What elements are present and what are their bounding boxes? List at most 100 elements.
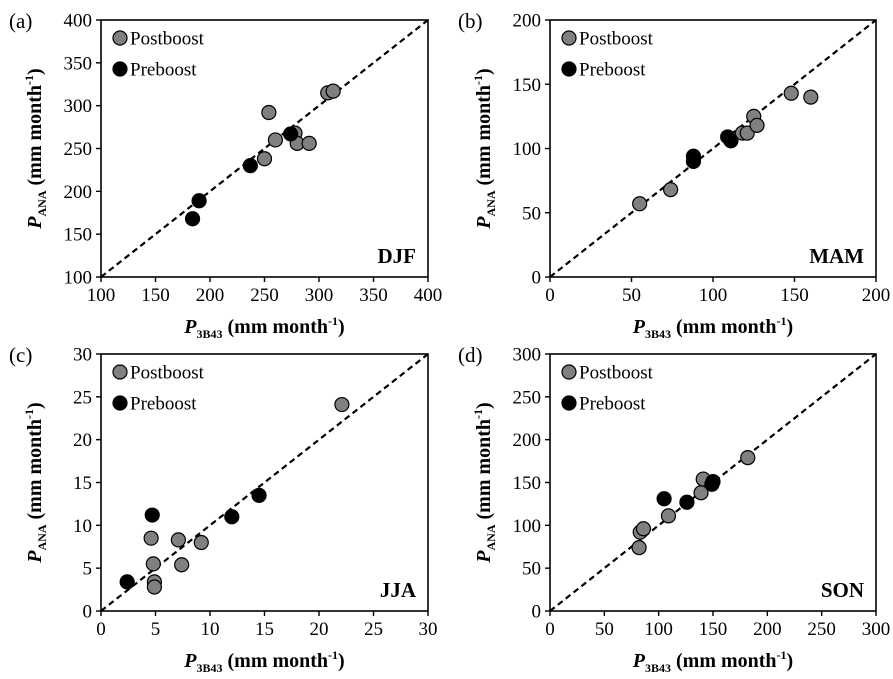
y-axis-label-unit: (mm month xyxy=(24,419,46,525)
data-point-postboost xyxy=(631,540,647,556)
x-axis-label-var: P xyxy=(632,650,646,672)
y-tick-label: 250 xyxy=(64,139,93,160)
x-axis-label-sub: 3B43 xyxy=(645,327,671,341)
x-axis-label-unit: (mm month xyxy=(223,650,329,672)
series-postboost xyxy=(143,396,350,595)
x-tick-label: 25 xyxy=(364,619,383,640)
panel-label: (c) xyxy=(9,343,32,367)
y-tick-label: 300 xyxy=(513,345,542,366)
x-tick-label: 5 xyxy=(151,619,161,640)
data-point-postboost xyxy=(301,135,317,151)
y-tick-label: 300 xyxy=(64,96,93,117)
series-preboost xyxy=(119,487,267,590)
data-point-postboost xyxy=(334,396,350,413)
panel-label: (a) xyxy=(9,9,32,33)
series-preboost xyxy=(656,474,721,510)
y-axis-label-unit: (mm month xyxy=(24,85,46,191)
data-point-preboost xyxy=(679,494,695,510)
x-tick-label: 150 xyxy=(141,285,170,306)
data-point-preboost xyxy=(144,507,160,523)
x-tick-label: 200 xyxy=(862,285,891,306)
data-point-preboost xyxy=(685,153,702,169)
x-tick-label: 0 xyxy=(545,619,555,640)
x-axis-label-var: P xyxy=(632,316,646,338)
x-axis-label-sub: 3B43 xyxy=(196,661,222,675)
x-axis-label-end: ) xyxy=(787,650,794,672)
x-tick-label: 100 xyxy=(699,285,728,306)
x-axis-label-sup: -1 xyxy=(328,314,338,328)
series-postboost xyxy=(632,85,819,212)
y-axis-label-unit: (mm month xyxy=(473,85,495,191)
x-tick-label: 250 xyxy=(807,619,836,640)
data-point-postboost xyxy=(803,89,819,105)
season-label: JJA xyxy=(380,578,417,602)
y-tick-label: 200 xyxy=(513,430,542,451)
x-axis-label-unit: (mm month xyxy=(671,650,777,672)
x-tick-label: 50 xyxy=(622,285,641,306)
y-tick-label: 200 xyxy=(64,182,93,203)
season-label: MAM xyxy=(809,244,864,268)
panel-label: (d) xyxy=(458,343,483,367)
y-tick-label: 5 xyxy=(83,559,93,580)
data-point-postboost xyxy=(174,557,190,573)
series-preboost xyxy=(184,126,299,227)
x-axis-label: P3B43 (mm month-1) xyxy=(183,648,344,675)
series-postboost xyxy=(631,450,756,556)
x-axis-label-end: ) xyxy=(338,650,345,672)
x-tick-label: 400 xyxy=(414,285,443,306)
x-tick-label: 350 xyxy=(359,285,388,306)
legend-label-postboost: Postboost xyxy=(130,29,205,50)
y-tick-label: 20 xyxy=(73,430,92,451)
series-postboost xyxy=(256,83,341,167)
x-axis-label-sub: 3B43 xyxy=(645,661,671,675)
panel-1: 100 150 200 250 300 350 400 100 150 200 250 300 350 4… xyxy=(9,9,442,341)
x-tick-label: 0 xyxy=(96,619,106,640)
y-axis-label-sub: ANA xyxy=(484,190,498,216)
y-tick-label: 400 xyxy=(64,11,93,32)
y-axis-label-end: ) xyxy=(24,402,46,409)
x-axis-label-end: ) xyxy=(338,316,345,338)
legend-label-postboost: Postboost xyxy=(579,363,654,384)
data-point-postboost xyxy=(663,182,679,198)
y-tick-label: 0 xyxy=(532,602,542,623)
one-to-one-line xyxy=(549,19,877,278)
legend-marker-preboost xyxy=(561,61,577,77)
y-tick-label: 0 xyxy=(532,268,542,289)
y-tick-label: 100 xyxy=(513,516,542,537)
y-tick-label: 250 xyxy=(513,387,542,408)
legend-label-preboost: Preboost xyxy=(130,60,197,81)
data-point-postboost xyxy=(145,556,161,572)
legend-label-preboost: Preboost xyxy=(130,394,197,415)
x-tick-label: 0 xyxy=(545,285,555,306)
season-label: DJF xyxy=(378,244,417,268)
y-axis-label-var: P xyxy=(24,550,46,564)
x-tick-label: 100 xyxy=(644,619,673,640)
y-axis-label-var: P xyxy=(473,550,495,564)
data-point-postboost xyxy=(325,83,341,99)
legend-label-postboost: Postboost xyxy=(579,29,654,50)
y-axis-label-sup: -1 xyxy=(22,75,36,85)
y-axis-label-unit: (mm month xyxy=(473,419,495,525)
x-tick-label: 150 xyxy=(780,285,809,306)
x-axis-label-sup: -1 xyxy=(777,648,787,662)
x-tick-label: 250 xyxy=(250,285,279,306)
y-tick-label: 15 xyxy=(73,473,92,494)
x-tick-label: 50 xyxy=(595,619,614,640)
legend-marker-preboost xyxy=(112,61,128,77)
legend-marker-postboost xyxy=(112,30,128,46)
x-tick-label: 10 xyxy=(201,619,220,640)
legend-marker-postboost xyxy=(561,30,577,46)
data-point-postboost xyxy=(261,104,277,121)
legend-marker-postboost xyxy=(561,364,577,380)
data-point-postboost xyxy=(146,579,163,595)
x-tick-label: 20 xyxy=(310,619,329,640)
y-axis-label-sub: ANA xyxy=(484,524,498,550)
legend-label-preboost: Preboost xyxy=(579,394,646,415)
y-axis-label-var: P xyxy=(24,216,46,230)
x-axis-label-sup: -1 xyxy=(777,314,787,328)
y-axis-label-end: ) xyxy=(473,402,495,409)
data-point-preboost xyxy=(656,491,672,507)
